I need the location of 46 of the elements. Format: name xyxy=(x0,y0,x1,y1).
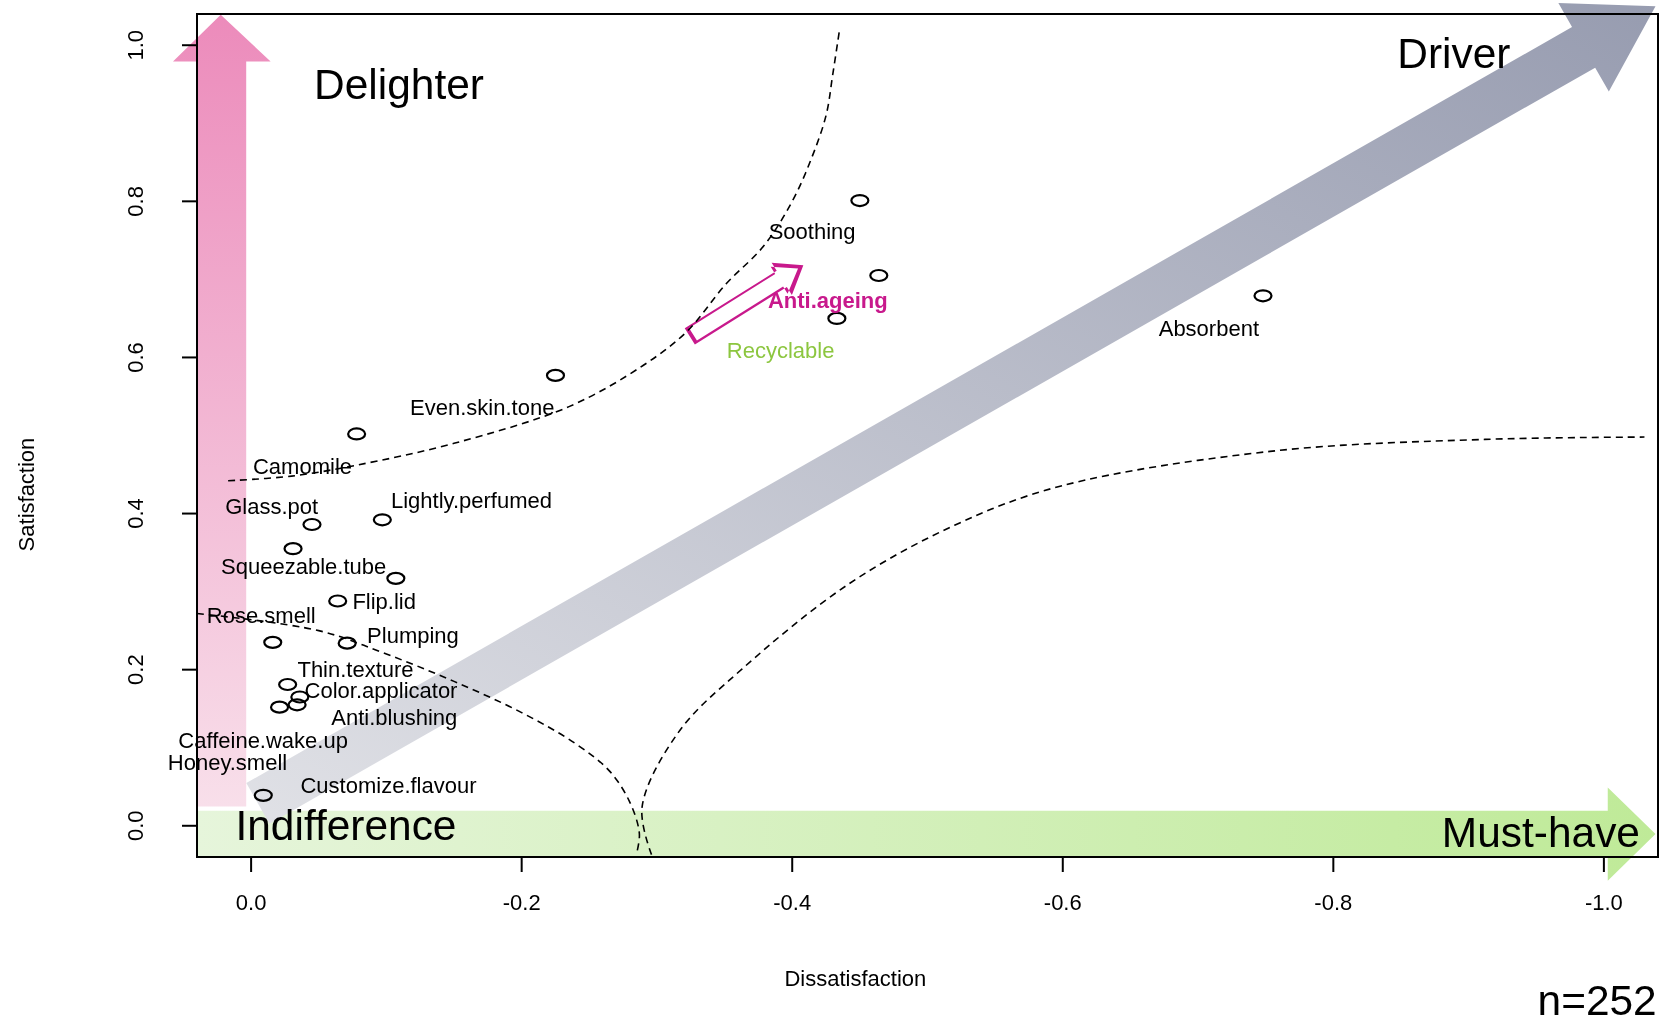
data-label: Soothing xyxy=(768,218,856,244)
point xyxy=(278,677,298,692)
point xyxy=(337,636,357,650)
y-tick-label: 0.8 xyxy=(122,186,148,217)
data-label: Anti.blushing xyxy=(331,704,458,730)
point xyxy=(347,427,367,441)
y-tick-label: 0.0 xyxy=(122,810,148,842)
text: n=252 xyxy=(1537,977,1657,1022)
y-tick-label: 0.2 xyxy=(122,654,148,685)
x-tick-label: -0.6 xyxy=(1043,890,1082,915)
point xyxy=(869,268,889,283)
point xyxy=(850,193,870,208)
data-label: Flip.lid xyxy=(352,589,416,615)
data-label: Rose.smell xyxy=(206,603,316,629)
y-tick-label: 0.6 xyxy=(122,342,148,373)
annotation: Indifference xyxy=(235,802,457,850)
annotation: Delighter xyxy=(314,61,484,109)
y-axis-title: Satisfaction xyxy=(14,437,40,552)
data-label: Squeezable.tube xyxy=(221,554,387,580)
data-label: Customize.flavour xyxy=(300,773,477,799)
x-tick-label: -1.0 xyxy=(1584,890,1623,915)
y-tick-label: 1.0 xyxy=(122,29,148,61)
x-axis-title: Dissatisfaction xyxy=(784,965,927,991)
point xyxy=(328,594,348,608)
data-label: Recyclable xyxy=(726,337,835,363)
x-tick-label: -0.8 xyxy=(1314,890,1353,915)
annotation: Must-have xyxy=(1441,808,1640,856)
data-label: Absorbent xyxy=(1158,316,1260,342)
x-tick-label: -0.4 xyxy=(773,890,812,915)
point xyxy=(253,788,273,802)
x-tick-label: -0.2 xyxy=(502,890,541,915)
data-label: Even.skin.tone xyxy=(410,394,555,420)
annotation: Driver xyxy=(1397,29,1511,77)
data-label: Plumping xyxy=(367,623,459,649)
data-label: Camomile xyxy=(252,454,353,480)
y-tick-label: 0.4 xyxy=(122,498,148,529)
point xyxy=(372,513,392,527)
data-label: Glass.pot xyxy=(225,493,319,519)
x-tick-label: 0.0 xyxy=(235,890,267,915)
point xyxy=(1253,289,1273,303)
point xyxy=(263,635,283,649)
point xyxy=(386,571,406,585)
data-label: Anti.ageing xyxy=(767,288,888,314)
point xyxy=(283,542,303,556)
point xyxy=(287,698,307,712)
data-label: Lightly.perfumed xyxy=(390,488,552,514)
